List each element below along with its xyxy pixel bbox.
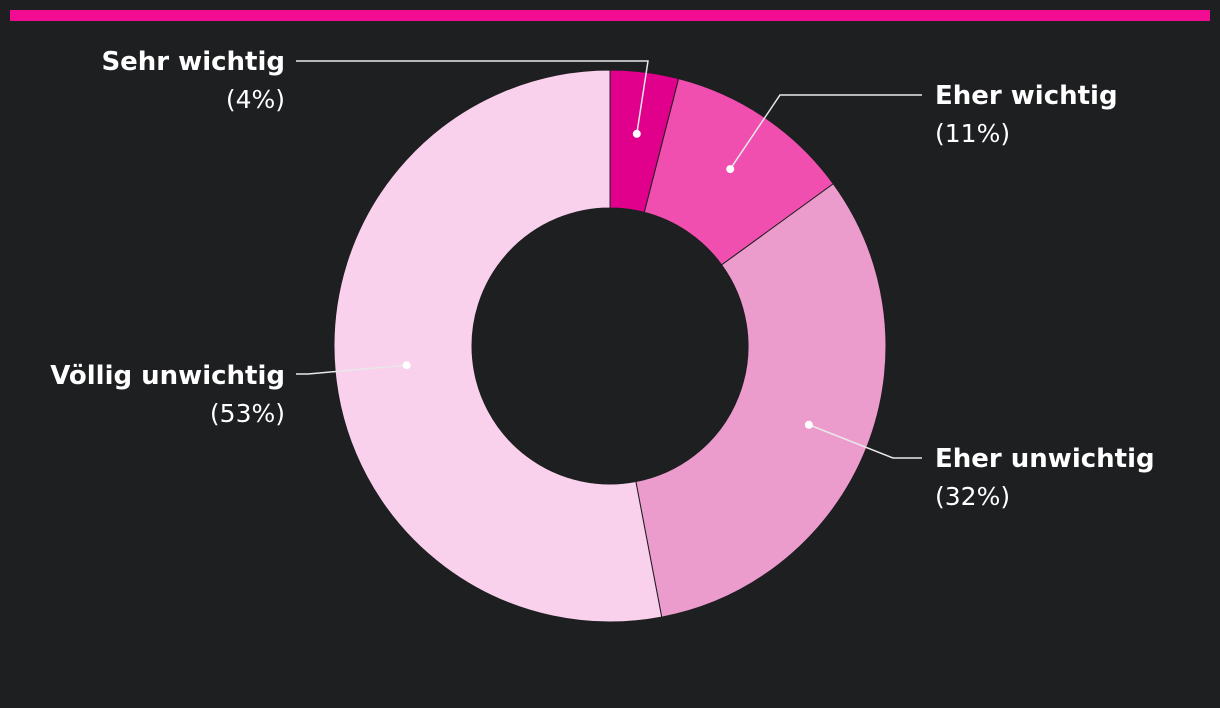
slice-label-eher-unwichtig: Eher unwichtig (935, 444, 1155, 474)
slice-pct-eher-unwichtig: (32%) (935, 482, 1010, 511)
leader-dot-eher-wichtig (726, 165, 735, 174)
accent-bar (10, 10, 1210, 21)
slice-vollig-unwichtig (333, 69, 663, 623)
leader-line-vollig-unwichtig (296, 364, 407, 375)
slice-label-vollig-unwichtig: Völlig unwichtig (50, 361, 285, 391)
slice-pct-vollig-unwichtig: (53%) (210, 399, 285, 428)
slice-pct-eher-wichtig: (11%) (935, 119, 1010, 148)
slice-pct-sehr-wichtig: (4%) (226, 85, 285, 114)
leader-dot-vollig-unwichtig (402, 361, 411, 370)
slice-label-eher-wichtig: Eher wichtig (935, 81, 1118, 111)
leader-line-sehr-wichtig (296, 60, 649, 134)
leader-dot-sehr-wichtig (632, 129, 641, 138)
leader-line-eher-wichtig (729, 94, 922, 170)
slice-eher-unwichtig (635, 183, 887, 618)
leader-line-eher-unwichtig (808, 424, 922, 459)
slice-label-sehr-wichtig: Sehr wichtig (101, 47, 285, 77)
leader-dot-eher-unwichtig (804, 420, 813, 429)
